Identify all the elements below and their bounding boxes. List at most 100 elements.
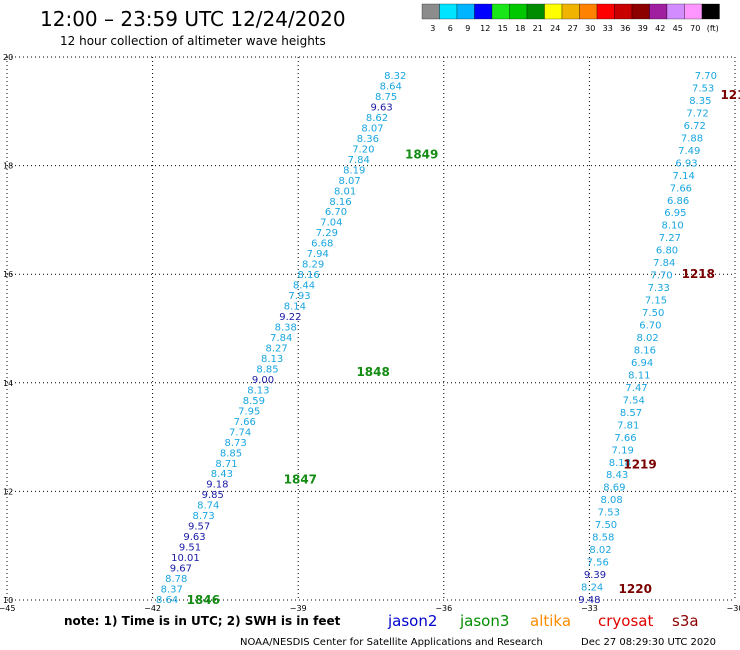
wave-height-value: 8.37 <box>161 585 183 596</box>
wave-height-value: 8.07 <box>361 123 383 134</box>
pass-number-label: 1848 <box>356 365 389 379</box>
scale-label: 42 <box>655 24 665 33</box>
wave-height-value: 10.01 <box>171 553 200 564</box>
wave-height-value: 8.02 <box>589 545 611 556</box>
wave-height-value: 7.95 <box>238 406 260 417</box>
wave-height-value: 9.22 <box>279 312 301 323</box>
satellite-legend: jason2 jason3 altika cryosat s3a <box>387 612 699 630</box>
footer-credit: NOAA/NESDIS Center for Satellite Applica… <box>240 637 543 648</box>
wave-height-value: 6.95 <box>664 208 686 219</box>
wave-height-value: 7.81 <box>617 420 639 431</box>
wave-height-value: 6.72 <box>684 121 706 132</box>
scale-swatch <box>631 3 650 20</box>
wave-height-value: 7.72 <box>686 108 708 119</box>
longitude-tick: −39 <box>290 604 307 613</box>
wave-height-value: 8.01 <box>334 186 356 197</box>
wave-height-value: 8.38 <box>275 323 297 334</box>
scale-swatch <box>509 3 528 20</box>
wave-height-value: 8.64 <box>380 81 402 92</box>
pass-number-label: 1217 <box>720 88 740 102</box>
wave-height-value: 8.69 <box>603 483 625 494</box>
scale-label: 45 <box>673 24 683 33</box>
wave-height-value: 6.80 <box>656 246 678 257</box>
wave-height-value: 8.24 <box>581 583 603 594</box>
wave-height-value: 8.74 <box>197 501 219 512</box>
longitude-tick: −42 <box>144 604 161 613</box>
wave-height-value: 9.63 <box>370 102 392 113</box>
scale-swatch <box>526 3 545 20</box>
wave-height-value: 8.71 <box>215 459 237 470</box>
scale-swatch <box>544 3 563 20</box>
scale-swatch <box>579 3 598 20</box>
scale-label: 30 <box>585 24 595 33</box>
wave-height-value: 7.29 <box>316 228 338 239</box>
scale-swatch <box>421 3 440 20</box>
wave-height-value: 7.50 <box>595 520 617 531</box>
wave-height-value: 8.10 <box>661 221 683 232</box>
wave-height-value: 7.15 <box>645 296 667 307</box>
longitude-tick: −45 <box>0 604 15 613</box>
legend-jason2: jason2 <box>387 612 437 630</box>
wave-height-value: 7.94 <box>307 249 329 260</box>
wave-height-color-scale: 3 6 9 12 15 18 21 24 27 30 33 36 39 42 45 70 (ft) <box>421 3 720 33</box>
wave-height-value: 6.86 <box>667 196 689 207</box>
latitude-tick: 14 <box>3 379 13 388</box>
wave-height-value: 7.49 <box>678 146 700 157</box>
wave-height-value: 9.39 <box>584 570 606 581</box>
scale-swatch <box>649 3 668 20</box>
wave-height-value: 7.66 <box>670 183 692 194</box>
wave-height-value: 7.70 <box>695 71 717 82</box>
wave-height-value: 8.16 <box>329 197 351 208</box>
altimeter-tracks: 8.648.378.789.6710.019.519.639.578.738.7… <box>156 71 717 606</box>
wave-height-value: 7.88 <box>681 133 703 144</box>
scale-swatch <box>596 3 615 20</box>
wave-height-value: 6.94 <box>631 358 653 369</box>
wave-height-value: 8.64 <box>156 595 178 606</box>
wave-height-value: 6.70 <box>639 321 661 332</box>
pass-number-label: 1218 <box>682 267 715 281</box>
wave-height-value: 8.13 <box>247 385 269 396</box>
wave-height-value: 7.33 <box>648 283 670 294</box>
scale-swatch <box>614 3 633 20</box>
scale-swatch <box>701 3 720 20</box>
wave-height-value: 9.51 <box>179 543 201 554</box>
wave-height-value: 6.70 <box>325 207 347 218</box>
wave-height-value: 7.27 <box>659 233 681 244</box>
longitude-tick: −33 <box>581 604 598 613</box>
scale-label: 24 <box>550 24 560 33</box>
wave-height-value: 7.54 <box>623 395 645 406</box>
footnote: note: 1) Time is in UTC; 2) SWH is in fe… <box>64 614 341 628</box>
scale-label: 15 <box>498 24 508 33</box>
latitude-tick: 16 <box>3 270 13 279</box>
wave-height-value: 8.43 <box>211 469 233 480</box>
wave-height-value: 6.68 <box>311 239 333 250</box>
wave-height-value: 7.93 <box>288 291 310 302</box>
pass-number-label: 1847 <box>284 472 317 486</box>
wave-height-value: 8.73 <box>193 511 215 522</box>
wave-height-value: 7.84 <box>653 258 675 269</box>
wave-height-value: 8.85 <box>256 364 278 375</box>
wave-height-value: 7.66 <box>234 417 256 428</box>
wave-height-value: 8.02 <box>637 333 659 344</box>
wave-height-value: 7.19 <box>612 445 634 456</box>
wave-height-value: 8.16 <box>297 270 319 281</box>
wave-height-value: 9.57 <box>188 522 210 533</box>
wave-height-value: 9.48 <box>578 595 600 606</box>
latitude-tick: 12 <box>3 487 13 496</box>
wave-height-value: 7.84 <box>348 155 370 166</box>
page-title: 12:00 – 23:59 UTC 12/24/2020 <box>40 7 346 31</box>
legend-s3a: s3a <box>672 612 699 630</box>
scale-label: 9 <box>465 24 470 33</box>
wave-height-value: 8.11 <box>628 370 650 381</box>
wave-height-value: 9.18 <box>206 480 228 491</box>
wave-height-value: 7.20 <box>352 144 374 155</box>
wave-height-value: 8.58 <box>592 533 614 544</box>
longitude-tick: −36 <box>435 604 452 613</box>
wave-height-value: 8.08 <box>600 495 622 506</box>
pass-number-label: 1846 <box>187 593 220 607</box>
wave-height-value: 8.73 <box>224 438 246 449</box>
scale-label: 27 <box>568 24 578 33</box>
scale-swatch <box>666 3 685 20</box>
scale-label: 33 <box>603 24 613 33</box>
pass-number-label: 1219 <box>623 457 656 471</box>
